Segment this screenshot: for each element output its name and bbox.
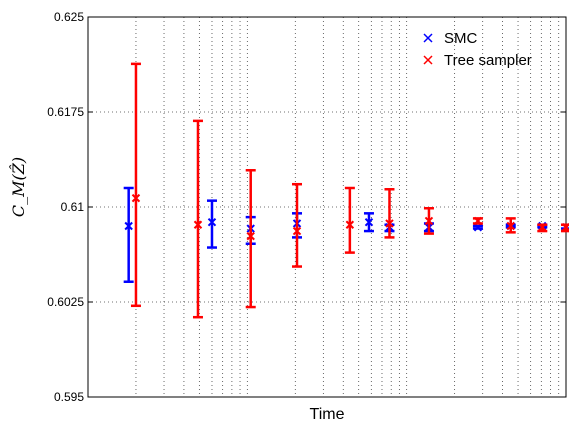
legend: SMC Tree sampler xyxy=(423,30,532,69)
data-point xyxy=(506,221,515,231)
data-point xyxy=(131,193,141,203)
legend-label: SMC xyxy=(444,30,478,47)
y-tick-label: 0.625 xyxy=(54,10,84,24)
data-series xyxy=(123,62,569,319)
x-axis-label: Time xyxy=(310,406,345,423)
series-tree-sampler xyxy=(130,62,569,319)
y-tick-label: 0.61 xyxy=(61,200,85,214)
y-tick-label: 0.6175 xyxy=(47,105,84,119)
legend-label: Tree sampler xyxy=(444,52,532,69)
data-point xyxy=(473,216,483,226)
data-point xyxy=(424,216,434,226)
data-point xyxy=(124,221,133,231)
data-point xyxy=(473,223,483,232)
data-point xyxy=(207,217,217,227)
y-tick-label: 0.595 xyxy=(54,390,84,404)
data-point xyxy=(246,231,255,241)
data-point xyxy=(561,223,569,232)
data-point xyxy=(345,220,355,229)
y-axis-label: C_M(Ẑ) xyxy=(8,157,28,217)
data-point xyxy=(193,220,203,229)
data-point xyxy=(292,226,302,236)
legend-entry: Tree sampler xyxy=(423,52,532,69)
legend-entry: SMC xyxy=(423,30,478,47)
data-point xyxy=(538,223,547,232)
y-tick-label: 0.6025 xyxy=(47,295,84,309)
y-axis-ticks: 0.595 0.6025 0.61 0.6175 0.625 xyxy=(47,10,566,404)
data-point xyxy=(364,217,374,227)
data-point xyxy=(385,219,394,228)
